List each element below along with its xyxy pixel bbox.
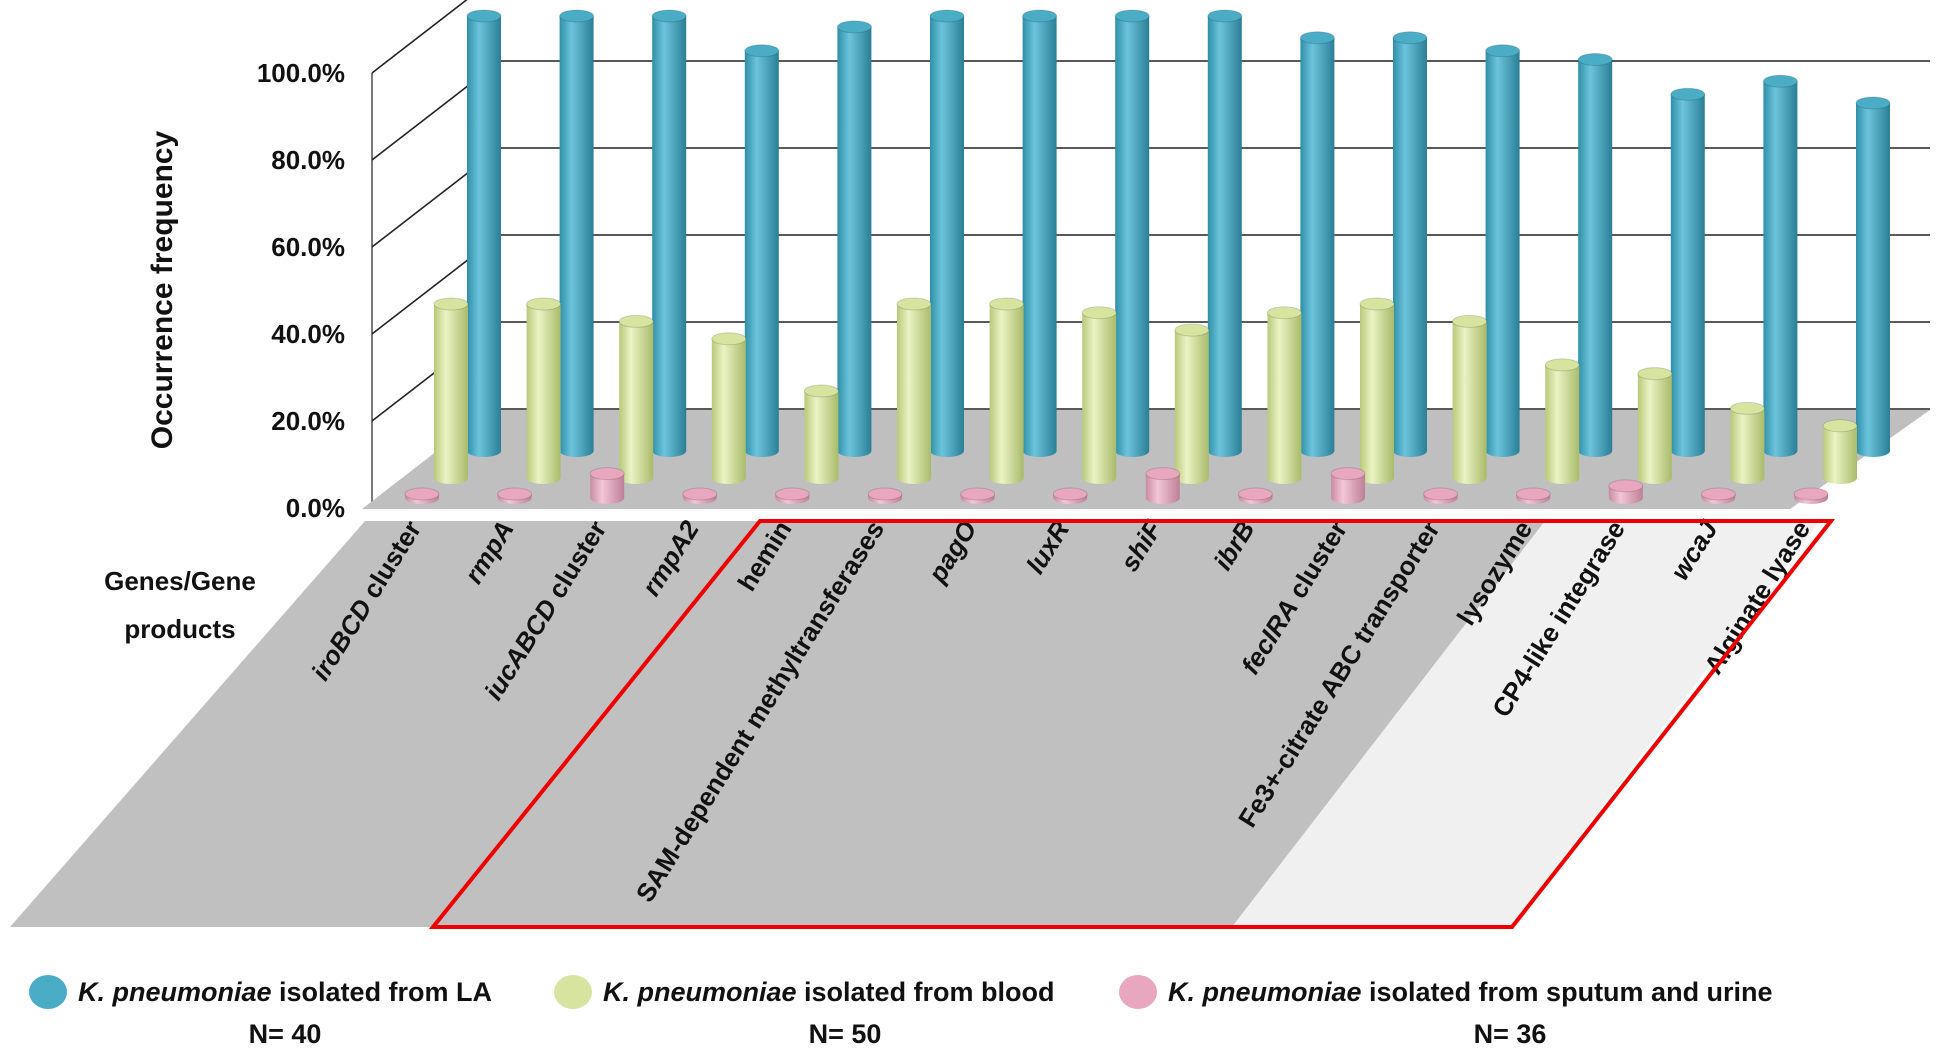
bar-sputum	[1700, 487, 1736, 504]
bar-blood	[896, 297, 932, 484]
bar-la	[1299, 31, 1335, 458]
legend-swatch	[554, 975, 592, 1009]
legend: K. pneumoniae isolated from LAN= 40K. pn…	[29, 975, 1773, 1049]
category-panel-light	[1232, 521, 1820, 927]
bar-la	[1022, 9, 1058, 458]
bar-blood	[1729, 401, 1765, 485]
gridline-diag	[371, 0, 468, 74]
bars	[404, 9, 1891, 504]
bar-sputum	[867, 487, 903, 504]
bar-la	[1114, 9, 1150, 458]
bar-sputum	[682, 487, 718, 504]
legend-label: K. pneumoniae isolated from LA	[78, 977, 492, 1007]
y-tick-label: 20.0%	[271, 406, 345, 436]
bar-sputum	[497, 487, 533, 504]
bar-blood	[433, 297, 469, 484]
bar-la	[836, 20, 872, 458]
bar-blood	[989, 297, 1025, 485]
bar-la	[1207, 9, 1243, 458]
bar-sputum	[1608, 479, 1644, 504]
bar-blood	[803, 384, 839, 485]
bar-blood	[1174, 323, 1210, 485]
legend-item-blood: K. pneumoniae isolated from blood N= 50	[554, 975, 1055, 1049]
y-tick-label: 0.0%	[286, 493, 345, 523]
bar-blood	[1544, 358, 1580, 485]
legend-n: N= 50	[809, 1019, 882, 1049]
legend-label: K. pneumoniae isolated from sputum and u…	[1168, 977, 1773, 1007]
bar-sputum	[589, 467, 625, 504]
legend-item-sputum: K. pneumoniae isolated from sputum and u…	[1119, 975, 1773, 1049]
legend-label: K. pneumoniae isolated from blood	[603, 977, 1055, 1007]
bar-la	[929, 9, 965, 457]
bar-la	[651, 9, 687, 458]
bar-la	[1392, 31, 1428, 457]
category-panel	[10, 521, 1545, 927]
bar-sputum	[1793, 487, 1829, 504]
bar-la	[1577, 53, 1613, 458]
y-tick-label: 80.0%	[271, 145, 345, 175]
bar-blood	[1637, 367, 1673, 485]
bar-sputum	[1052, 487, 1088, 504]
bar-blood	[618, 314, 654, 485]
bar-blood	[1452, 314, 1488, 485]
bar-blood	[1822, 419, 1858, 484]
y-tick-label: 60.0%	[271, 232, 345, 262]
genes-label-2: products	[124, 614, 235, 644]
bar-sputum	[774, 487, 810, 504]
legend-swatch	[29, 975, 67, 1009]
bar-sputum	[1145, 467, 1181, 504]
bar-la	[1485, 44, 1521, 458]
legend-n: N= 36	[1474, 1019, 1547, 1049]
genes-label: Genes/Gene	[104, 566, 256, 596]
y-axis-label: Occurrence frequency	[146, 130, 179, 449]
y-ticks: 0.0% 20.0% 40.0% 60.0% 80.0% 100.0%	[257, 58, 345, 523]
bar-blood	[1359, 297, 1395, 484]
bar-blood	[711, 332, 747, 485]
bar-sputum	[1330, 467, 1366, 504]
bar-sputum	[1423, 487, 1459, 504]
legend-n: N= 40	[249, 1019, 322, 1049]
bar-la	[1855, 96, 1891, 457]
bar-la	[744, 44, 780, 458]
bar-blood	[526, 297, 562, 485]
highlight-box	[428, 519, 1836, 929]
legend-item-la: K. pneumoniae isolated from LA N= 40	[29, 975, 492, 1049]
y-tick-label: 100.0%	[257, 58, 345, 88]
legend-swatch	[1119, 975, 1157, 1009]
bar-sputum	[1237, 487, 1273, 504]
bar-la	[559, 9, 595, 458]
bar-blood	[1266, 306, 1302, 485]
bar-sputum	[960, 487, 996, 504]
bar-la	[466, 9, 502, 457]
y-tick-label: 40.0%	[271, 319, 345, 349]
bar-sputum	[404, 487, 440, 504]
bar-la	[1670, 87, 1706, 458]
bar-la	[1762, 74, 1798, 458]
bar-sputum	[1515, 487, 1551, 504]
bar-blood	[1081, 306, 1117, 485]
